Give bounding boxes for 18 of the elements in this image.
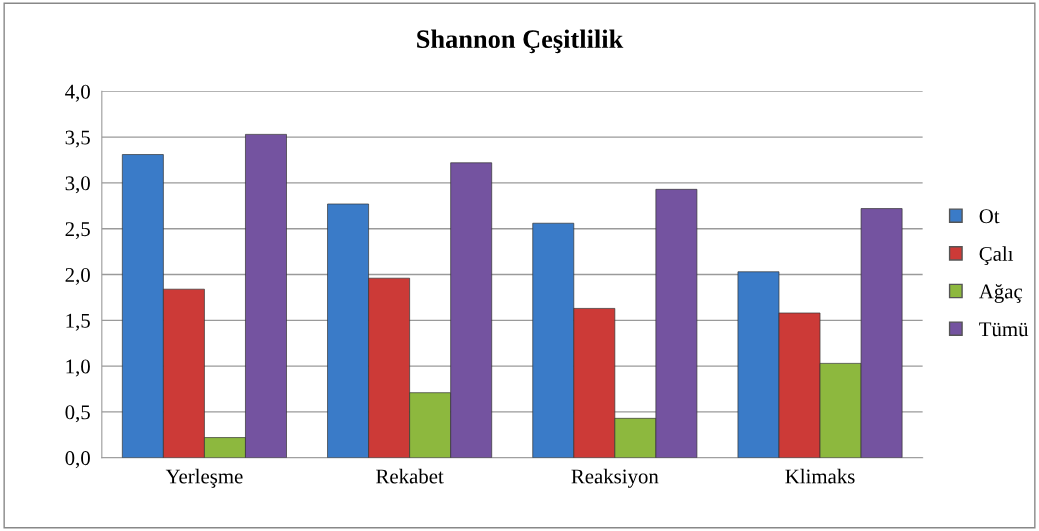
y-tick-label: 1,0 xyxy=(66,359,90,377)
y-tick-label: 2,0 xyxy=(65,267,90,285)
y-tick-label: 1,5 xyxy=(66,313,90,331)
x-tick-label: Klimaks xyxy=(785,468,855,484)
legend-label: Çalı xyxy=(979,246,1014,266)
legend-label: Ağaç xyxy=(978,284,1023,303)
y-tick-label: 4,0 xyxy=(65,84,90,102)
y-tick-label: 3,5 xyxy=(65,130,90,148)
chart-title: Shannon Çeşitlilik xyxy=(417,29,624,54)
y-tick-label: 3,0 xyxy=(65,176,90,194)
x-tick-label: Reaksiyon xyxy=(571,468,659,488)
x-tick-label: Yerleşme xyxy=(165,468,243,488)
legend-label: Tümü xyxy=(979,322,1029,337)
y-tick-label: 0,0 xyxy=(65,451,90,469)
y-tick-label: 2,5 xyxy=(65,222,90,240)
legend-label: Ot xyxy=(979,209,1000,224)
x-tick-label: Rekabet xyxy=(376,468,444,484)
y-tick-label: 0,5 xyxy=(65,405,90,423)
